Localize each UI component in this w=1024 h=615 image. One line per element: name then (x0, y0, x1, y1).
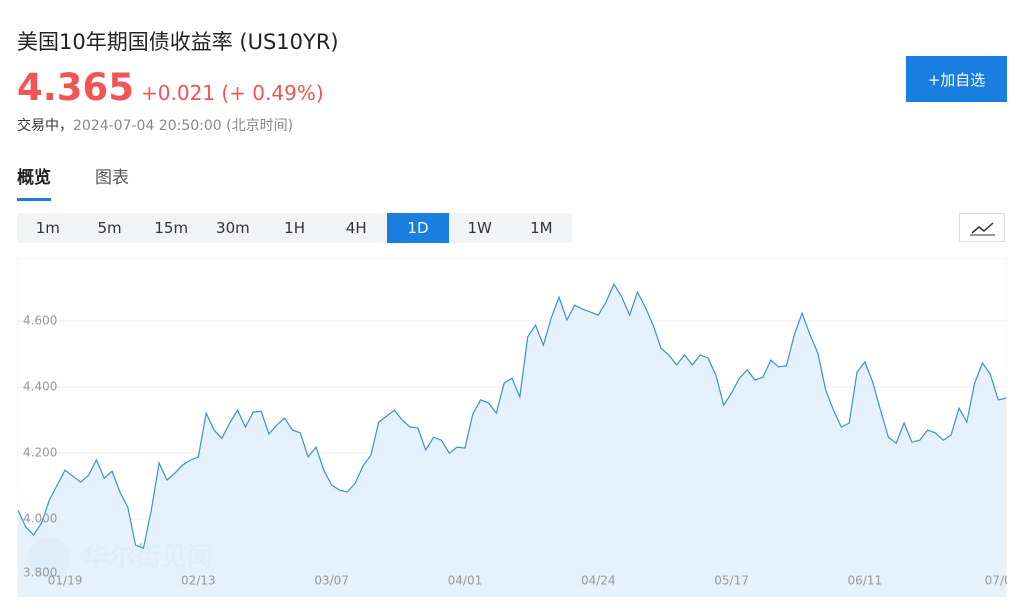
tab[interactable]: 图表 (95, 168, 129, 188)
tabs: 概览 图表 (17, 163, 129, 201)
timeframe-button[interactable]: 1D (387, 213, 449, 243)
status: 交易中，2024-07-04 20:50:00 (北京时间) (17, 115, 293, 135)
x-tick-label: 05/17 (714, 574, 749, 588)
change: +0.021 (+ 0.49%) (141, 81, 324, 105)
x-tick-label: 07/0 (985, 574, 1007, 588)
price-line (17, 282, 1007, 549)
y-tick-label: 3.800 (23, 566, 57, 580)
y-tick-label: 4.600 (23, 314, 57, 328)
status-label: 交易中， (17, 118, 73, 134)
x-tick-label: 04/01 (448, 574, 483, 588)
timeframe-button[interactable]: 1M (530, 219, 553, 237)
chart-type-button[interactable] (959, 213, 1005, 242)
x-tick-label: 04/24 (581, 574, 616, 588)
area-fill (18, 284, 1006, 597)
timeframe-button[interactable]: 4H (345, 219, 367, 237)
add-watchlist-button[interactable]: +加自选 (906, 56, 1007, 102)
timestamp: 2024-07-04 20:50:00 (北京时间) (73, 118, 294, 134)
timeframe-button[interactable]: 30m (216, 219, 250, 237)
y-tick-label: 4.200 (23, 446, 57, 460)
timeframe-button[interactable]: 5m (97, 219, 122, 237)
timeframe-button[interactable]: 1H (284, 219, 305, 237)
x-tick-label: 03/07 (314, 574, 349, 588)
timeframe-button[interactable]: 1W (467, 219, 492, 237)
y-tick-label: 4.000 (23, 512, 57, 526)
timeframe-bar: 1m 5m 15m 30m 1H 4H 1D 1W 1M (17, 213, 573, 243)
timeframe-button[interactable]: 1m (35, 219, 60, 237)
chart-type-icon (970, 222, 995, 236)
y-tick-label: 4.400 (23, 380, 57, 394)
x-tick-label: 06/11 (848, 574, 883, 588)
x-tick-label: 01/19 (48, 574, 83, 588)
timeframe-button[interactable]: 15m (154, 219, 189, 237)
x-tick-label: 02/13 (181, 574, 216, 588)
price: 4.365 (17, 66, 135, 109)
tab[interactable]: 概览 (17, 163, 51, 201)
title: 美国10年期国债收益率 (US10YR) (17, 30, 339, 54)
chart: 华尔街见闻3.8004.0004.2004.4004.60001/1902/13… (17, 258, 1007, 597)
